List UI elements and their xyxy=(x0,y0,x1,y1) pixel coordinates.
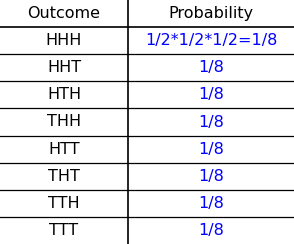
Text: HTT: HTT xyxy=(48,142,80,157)
Text: THT: THT xyxy=(48,169,80,184)
Text: Probability: Probability xyxy=(168,6,253,21)
Text: HHH: HHH xyxy=(46,33,82,48)
Text: TTH: TTH xyxy=(48,196,80,211)
Text: 1/2*1/2*1/2=1/8: 1/2*1/2*1/2=1/8 xyxy=(145,33,277,48)
Text: 1/8: 1/8 xyxy=(198,87,224,102)
Text: Outcome: Outcome xyxy=(27,6,101,21)
Text: THH: THH xyxy=(47,114,81,130)
Text: 1/8: 1/8 xyxy=(198,142,224,157)
Text: 1/8: 1/8 xyxy=(198,114,224,130)
Text: 1/8: 1/8 xyxy=(198,60,224,75)
Text: 1/8: 1/8 xyxy=(198,223,224,238)
Text: TTT: TTT xyxy=(49,223,78,238)
Text: 1/8: 1/8 xyxy=(198,169,224,184)
Text: HTH: HTH xyxy=(47,87,81,102)
Text: HHT: HHT xyxy=(47,60,81,75)
Text: 1/8: 1/8 xyxy=(198,196,224,211)
